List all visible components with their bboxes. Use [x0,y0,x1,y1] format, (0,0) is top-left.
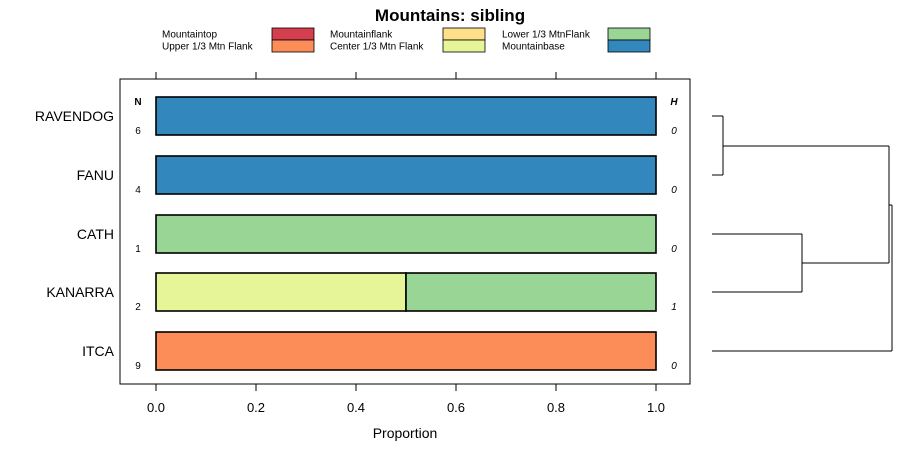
n-header: N [134,97,141,108]
legend-swatch [271,39,315,53]
legend-label: Mountainbase [502,42,565,53]
n-value: 2 [135,302,141,313]
legend-swatch [607,39,651,53]
legend-swatch [442,39,486,53]
bars: 6 0 4 0 1 0 2 1 9 0 [135,96,677,372]
legend-label: Center 1/3 Mtn Flank [330,42,424,53]
x-axis-title: Proportion [373,425,438,441]
legend-label: Mountaintop [162,30,217,41]
h-value: 0 [671,185,677,196]
x-tick-label: 1.0 [647,400,665,415]
bar-segment [155,331,657,371]
plot-frame [119,78,691,385]
bar-segment [155,214,657,254]
n-value: 6 [135,126,141,137]
legend-label: Mountainflank [330,30,393,41]
category-label: RAVENDOG [35,108,114,124]
legend-swatch [607,27,651,41]
bar-segment [405,272,657,312]
x-tick-label: 0.8 [547,400,565,415]
x-tick-label: 0.6 [447,400,465,415]
n-value: 9 [135,361,141,372]
h-header: H [670,97,678,108]
h-value: 0 [671,361,677,372]
dendrogram [712,115,893,352]
category-label: FANU [77,167,114,183]
x-tick-label: 0.0 [147,400,165,415]
x-tick-label: 0.4 [347,400,365,415]
category-label: ITCA [82,343,115,359]
category-label: KANARRA [46,284,114,300]
legend-swatch [271,27,315,41]
n-value: 1 [135,244,141,255]
chart-title: Mountains: sibling [375,6,525,25]
h-value: 1 [671,302,677,313]
bar-segment [155,272,407,312]
h-value: 0 [671,126,677,137]
x-tick-label: 0.2 [247,400,265,415]
bar-segment [155,96,657,136]
legend-label: Upper 1/3 Mtn Flank [162,42,254,53]
legend-swatch [442,27,486,41]
bar-segment [155,155,657,195]
category-labels: RAVENDOG FANU CATH KANARRA ITCA [35,108,115,359]
x-axis: 0.0 0.2 0.4 0.6 0.8 1.0 [147,72,665,415]
n-value: 4 [135,185,141,196]
legend-label: Lower 1/3 MtnFlank [502,30,591,41]
category-label: CATH [77,226,114,242]
h-value: 0 [671,244,677,255]
